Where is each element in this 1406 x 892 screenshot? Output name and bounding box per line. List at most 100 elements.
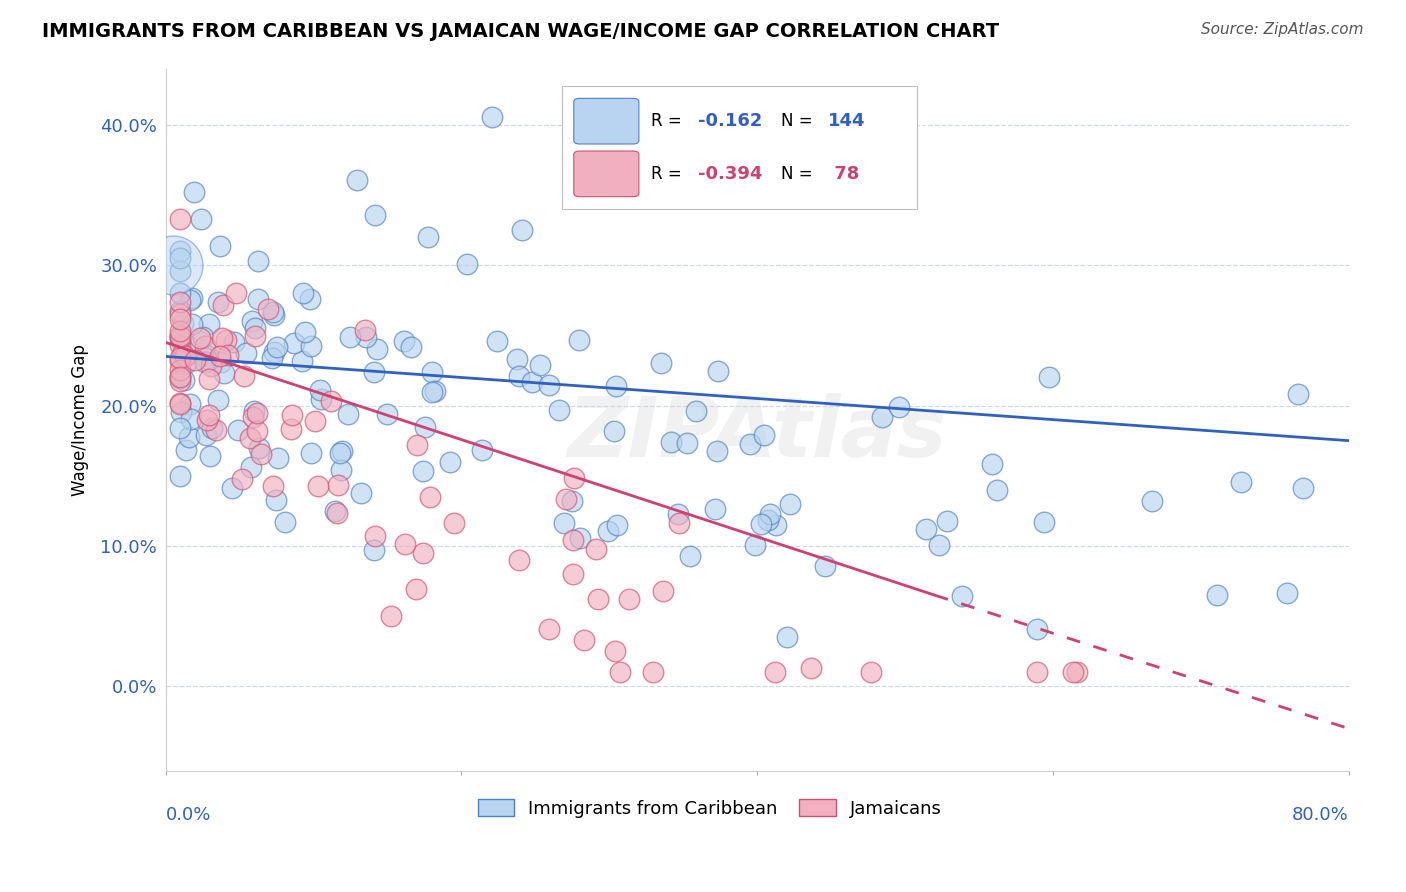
Point [326, 506, 349, 520]
Point [169, 396, 191, 410]
Point [212, 366, 235, 380]
Text: 78: 78 [828, 165, 859, 183]
Point [169, 363, 191, 377]
Point [266, 339, 288, 353]
Point [169, 397, 191, 411]
Point [456, 257, 478, 271]
Text: N =: N = [780, 112, 813, 130]
Point [354, 330, 377, 344]
Legend: Immigrants from Caribbean, Jamaicans: Immigrants from Caribbean, Jamaicans [471, 791, 949, 825]
Point [169, 351, 191, 366]
Point [1038, 370, 1060, 384]
Point [439, 455, 461, 469]
Point [240, 459, 263, 474]
Point [170, 330, 193, 344]
Point [641, 665, 664, 680]
Point [174, 349, 197, 363]
Point [198, 450, 221, 464]
Point [363, 365, 385, 379]
Text: 0.0%: 0.0% [166, 805, 211, 824]
Point [405, 582, 427, 596]
Point [758, 508, 780, 522]
Point [169, 303, 191, 318]
Point [194, 355, 217, 369]
Text: -0.162: -0.162 [697, 112, 762, 130]
Point [169, 329, 191, 343]
Point [346, 173, 368, 187]
Point [169, 329, 191, 343]
Point [169, 371, 191, 385]
Point [208, 350, 231, 364]
Point [329, 446, 352, 460]
Text: 144: 144 [828, 112, 866, 130]
Point [603, 425, 626, 439]
Point [169, 370, 191, 384]
Point [174, 443, 197, 458]
Point [572, 633, 595, 648]
Point [299, 445, 322, 459]
Point [481, 110, 503, 124]
Point [425, 384, 447, 398]
Point [274, 515, 297, 529]
Point [172, 346, 194, 360]
Point [201, 420, 224, 434]
Point [569, 532, 592, 546]
Point [280, 422, 302, 436]
Point [364, 528, 387, 542]
Point [1025, 622, 1047, 636]
Point [198, 408, 221, 422]
Point [211, 297, 233, 311]
Point [304, 414, 326, 428]
Point [350, 486, 373, 500]
Point [183, 186, 205, 200]
Point [399, 340, 422, 354]
Point [180, 291, 202, 305]
Point [585, 541, 607, 556]
Point [508, 553, 530, 567]
Point [936, 514, 959, 528]
Point [617, 591, 640, 606]
Point [1286, 387, 1309, 401]
Point [205, 424, 228, 438]
Text: 80.0%: 80.0% [1292, 805, 1348, 824]
Point [246, 406, 269, 420]
Point [1206, 588, 1229, 602]
Point [763, 665, 786, 680]
Point [749, 516, 772, 531]
Point [224, 334, 246, 349]
Point [311, 392, 333, 406]
Point [471, 443, 494, 458]
FancyBboxPatch shape [574, 98, 638, 144]
Point [283, 335, 305, 350]
Point [169, 244, 191, 258]
Point [1062, 665, 1084, 680]
Point [392, 334, 415, 348]
Point [250, 446, 273, 460]
Point [195, 413, 218, 427]
Point [162, 258, 184, 272]
Point [207, 393, 229, 408]
Point [678, 549, 700, 563]
Point [263, 479, 285, 493]
Point [353, 323, 375, 337]
Point [319, 394, 342, 409]
Point [685, 404, 707, 418]
Text: R =: R = [651, 165, 686, 183]
Point [605, 379, 627, 393]
Point [754, 428, 776, 442]
Point [675, 435, 697, 450]
Point [668, 516, 690, 530]
Point [173, 373, 195, 387]
FancyBboxPatch shape [574, 151, 638, 196]
Point [609, 665, 631, 680]
Point [651, 583, 673, 598]
Point [380, 609, 402, 624]
Point [179, 430, 201, 444]
Point [247, 253, 270, 268]
Point [198, 372, 221, 386]
Point [928, 537, 950, 551]
Point [247, 442, 270, 456]
Point [256, 301, 278, 316]
Point [394, 537, 416, 551]
Point [231, 471, 253, 485]
